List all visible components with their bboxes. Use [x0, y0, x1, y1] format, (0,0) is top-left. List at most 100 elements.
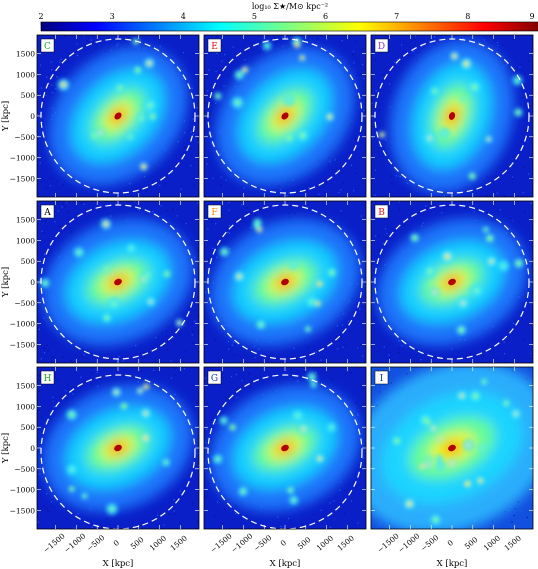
satellite-clumps	[410, 226, 524, 335]
panel-B: B	[370, 200, 534, 364]
x-tick-label: 1500	[502, 533, 523, 552]
x-tick-labels: −1500−1000−500 0 500 1000 1500	[375, 531, 523, 554]
panel-I: I −1500−1000−500 0 500 1000 1500 X [kpc]	[370, 366, 534, 569]
central-core	[281, 112, 289, 120]
colorbar-label: log₁₀ Σ★/M⊙ kpc⁻²	[252, 2, 328, 11]
panel-letter: H	[44, 374, 52, 384]
central-core	[114, 278, 122, 286]
x-tick-label: 0	[446, 538, 456, 548]
panel-G: G −1500−1000−500 0 500 1000 1500 X [kpc]	[203, 366, 367, 569]
y-tick-label: 1500	[16, 382, 35, 391]
panel-ticks	[371, 201, 533, 363]
panel-label: H	[40, 370, 55, 385]
satellite-clumps	[213, 372, 337, 505]
satellite-clumps	[40, 218, 184, 327]
x-tick-label: −500	[85, 533, 107, 553]
x-axis-label: X [kpc]	[103, 559, 134, 569]
panel-label: I	[374, 370, 389, 385]
density-map	[371, 201, 533, 363]
panel-label: F	[207, 204, 222, 219]
panel-ticks	[204, 201, 366, 363]
x-tick-label: 0	[279, 538, 289, 548]
panel-letter: I	[380, 374, 384, 384]
colorbar-tick-label: 4	[181, 12, 186, 21]
virial-radius-circle	[207, 374, 363, 529]
x-tick-label: −1000	[396, 531, 421, 554]
central-core	[448, 112, 456, 120]
satellite-clumps	[392, 378, 521, 525]
central-core	[114, 444, 122, 452]
y-tick-label: −1000	[10, 320, 36, 329]
satellite-clumps	[219, 218, 337, 333]
y-tick-labels: 1500 1000 500 0 −500 −1000 −1500	[10, 216, 36, 350]
x-tick-label: 1000	[482, 533, 503, 552]
y-tick-label: 1000	[16, 402, 35, 411]
x-tick-label: 1000	[315, 533, 336, 552]
density-map	[371, 367, 533, 529]
panel-ticks	[371, 35, 533, 197]
y-tick-labels: 1500 1000 500 0 −500 −1000 −1500	[10, 50, 36, 184]
y-tick-label: 1500	[16, 50, 35, 59]
y-tick-label: −500	[14, 465, 35, 474]
panel-label: C	[40, 38, 55, 53]
x-tick-label: 500	[296, 535, 313, 551]
x-tick-label: −500	[252, 533, 274, 553]
x-tick-label: −1500	[375, 531, 400, 554]
colorbar-tick-label: 9	[529, 12, 534, 21]
density-map	[37, 35, 199, 197]
x-tick-label: 500	[129, 535, 146, 551]
y-tick-label: 0	[30, 278, 35, 287]
y-tick-labels: 1500 1000 500 0 −500 −1000 −1500	[10, 382, 36, 516]
y-tick-label: 0	[30, 112, 35, 121]
central-core	[281, 278, 289, 286]
panel-ticks	[37, 367, 199, 529]
colorbar-tick-label: 5	[252, 12, 257, 21]
panel-F: F	[203, 200, 367, 364]
satellite-clumps	[378, 52, 523, 180]
y-tick-label: 500	[21, 423, 36, 432]
y-tick-label: −1000	[10, 154, 36, 163]
y-tick-label: −1500	[10, 340, 36, 349]
y-tick-label: −500	[14, 133, 35, 142]
y-tick-label: −1500	[10, 174, 36, 183]
x-tick-label: −500	[419, 533, 441, 553]
x-tick-label: 1000	[148, 533, 169, 552]
panel-letter: D	[378, 42, 385, 52]
panel-label: D	[374, 38, 389, 53]
colorbar-gradient	[40, 21, 538, 32]
panel-letter: A	[43, 208, 51, 218]
x-tick-label: 0	[112, 538, 122, 548]
central-core	[448, 444, 456, 452]
x-tick-label: −1500	[41, 531, 66, 554]
x-axis-label: X [kpc]	[437, 559, 468, 569]
x-tick-label: 500	[463, 535, 480, 551]
y-tick-label: 0	[30, 444, 35, 453]
panel-letter: F	[211, 208, 217, 218]
x-axis-label: X [kpc]	[270, 559, 301, 569]
panel-ticks	[371, 367, 533, 529]
y-tick-label: 500	[21, 91, 36, 100]
panel-letter: C	[44, 42, 51, 52]
colorbar-tick-label: 3	[110, 12, 115, 21]
x-tick-labels: −1500−1000−500 0 500 1000 1500	[208, 531, 356, 554]
panel-letter: B	[378, 208, 385, 218]
central-core	[281, 444, 289, 452]
y-tick-label: −500	[14, 299, 35, 308]
colorbar-tick-label: 8	[465, 12, 470, 21]
panel-label: G	[207, 370, 222, 385]
colorbar-tick-label: 6	[323, 12, 328, 21]
panel-ticks	[37, 35, 199, 197]
panel-D: D	[370, 34, 534, 198]
density-map	[37, 367, 199, 529]
y-tick-label: 1000	[16, 70, 35, 79]
colorbar: log₁₀ Σ★/M⊙ kpc⁻² 2 3 4 5 6 7 8 9	[38, 2, 538, 32]
y-axis-label: Y [kpc]	[1, 433, 11, 464]
y-tick-label: 1000	[16, 236, 35, 245]
density-map	[37, 201, 199, 363]
x-tick-labels: −1500−1000−500 0 500 1000 1500	[41, 531, 189, 554]
colorbar-tick-label: 7	[394, 12, 399, 21]
y-tick-label: 1500	[16, 216, 35, 225]
